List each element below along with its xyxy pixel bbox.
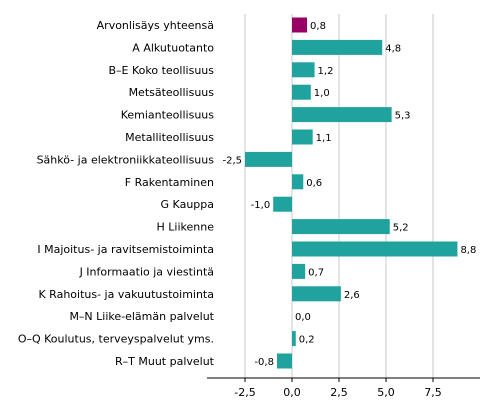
bar: [292, 174, 304, 190]
bar: [292, 219, 390, 235]
category-label: A Alkutuotanto: [132, 41, 214, 54]
value-label: -2,5: [222, 155, 242, 166]
category-labels: Arvonlisäys yhteensä A Alkutuotanto B–E Ko…: [18, 19, 215, 368]
category-label: K Rahoitus- ja vakuutustoiminta: [38, 288, 214, 301]
category-label: I Majoitus- ja ravitsemistoiminta: [37, 243, 214, 256]
category-label: R–T Muut palvelut: [115, 355, 215, 368]
bar: [292, 62, 315, 78]
value-label: 0,0: [295, 312, 311, 323]
category-label: H Liikenne: [157, 221, 215, 234]
value-label: 8,8: [460, 245, 476, 256]
value-label: 5,2: [393, 223, 409, 234]
bar: [292, 331, 296, 347]
category-label: Kemianteollisuus: [121, 109, 215, 122]
x-tick-label: 7,5: [424, 386, 442, 399]
value-label: -1,0: [251, 200, 271, 211]
category-label: O–Q Koulutus, terveyspalvelut yms.: [18, 333, 214, 346]
category-label: J Informaatio ja viestintä: [79, 265, 214, 278]
value-label: 2,6: [344, 290, 360, 301]
category-label: Arvonlisäys yhteensä: [97, 19, 214, 32]
bar: [292, 286, 341, 302]
gridlines: [244, 14, 434, 378]
x-tick-label: 5,0: [377, 386, 395, 399]
value-label: 0,2: [299, 335, 315, 346]
x-tick-label: 2,5: [330, 386, 348, 399]
bar: [292, 263, 306, 279]
category-label: Metalliteollisuus: [125, 131, 214, 144]
category-label: M–N Liike-elämän palvelut: [69, 310, 214, 323]
value-label: 4,8: [385, 43, 401, 54]
bar: [292, 17, 308, 33]
category-label: F Rakentaminen: [125, 176, 214, 189]
bars: [245, 17, 458, 369]
category-label: Metsäteollisuus: [129, 86, 215, 99]
x-tick-label: -2,5: [234, 386, 255, 399]
bar: [245, 151, 292, 167]
value-label: 0,7: [308, 267, 324, 278]
bar: [292, 241, 458, 257]
x-axis: -2,5 0,0 2,5 5,0 7,5: [207, 377, 480, 399]
category-label: B–E Koko teollisuus: [109, 64, 215, 77]
category-label: Sähkö- ja elektroniikkateollisuus: [37, 153, 215, 166]
bar: [292, 39, 383, 55]
value-label: 1,2: [318, 66, 334, 77]
category-label: G Kauppa: [161, 198, 214, 211]
value-labels: 0,8 4,8 1,2 1,0 5,3 1,1 -2,5 0,6 -1,0 5,2 8,8 0,7 2,…: [222, 21, 476, 368]
value-label: 0,8: [310, 21, 326, 32]
bar: [292, 107, 392, 123]
bar: [276, 353, 292, 369]
value-label: 5,3: [395, 111, 411, 122]
bar: [292, 129, 313, 145]
x-tick-label: 0,0: [283, 386, 301, 399]
value-label: 1,1: [316, 133, 332, 144]
bar: [292, 84, 311, 100]
value-label: 0,6: [306, 178, 322, 189]
value-label: -0,8: [254, 357, 274, 368]
bar: [273, 196, 292, 212]
value-label: 1,0: [314, 88, 330, 99]
